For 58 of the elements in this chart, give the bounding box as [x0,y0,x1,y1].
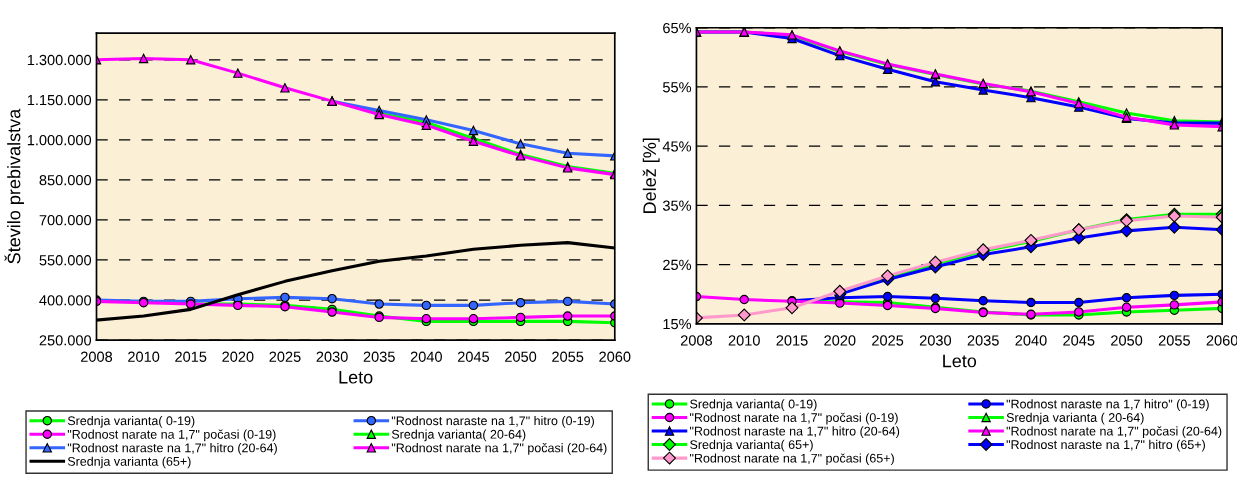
x-tick-label: 2020 [222,351,254,362]
x-tick-label: 2030 [316,351,348,362]
y-tick-label: 700.000 [39,215,92,226]
legend-label: Srednja varianta( 20-64) [391,429,526,442]
x-tick-label: 2050 [505,351,537,362]
legend-label: "Rodnost narate na 1,7" počasi (0-19) [690,412,898,425]
legend-label: "Rodnost naraste na 1,7" hitro (20-64) [67,443,277,455]
legend-label: Srednja varianta ( 20-64) [1006,412,1144,425]
y-tick-label: 1.300.000 [27,54,92,66]
x-tick-label: 2060 [1206,335,1237,346]
y-tick-label: 45% [662,141,692,152]
legend-label: "Rodnost narate na 1,7" počasi (20-64) [1006,426,1222,438]
y-tick-label: 25% [663,259,692,271]
x-tick-label: 2045 [1063,335,1095,346]
x-tick-label: 2015 [175,351,207,362]
x-tick-label: 2045 [457,351,490,362]
legend-label: "Rodnost narate na 1,7" počasi (20-64) [391,443,607,455]
x-tick-label: 2010 [128,351,160,362]
y-tick-label: 55% [662,82,692,93]
x-tick-label: 2008 [680,335,713,346]
y-tick-label: 35% [662,200,692,211]
x-tick-label: 2015 [776,335,808,346]
y-tick-label: 1.000.000 [27,134,92,146]
legend-label: Srednja varianta (65+) [67,456,191,469]
x-tick-label: 2055 [1158,335,1190,346]
y-tick-label: 1.150.000 [27,94,92,106]
y-tick-label: 65% [663,22,692,34]
legend-label: "Rodnost narate na 1,7" počasi (65+) [690,453,894,466]
x-tick-label: 2035 [967,335,999,346]
x-tick-label: 2025 [269,351,301,362]
y-tick-label: 400.000 [39,295,92,306]
y-tick-label: 550.000 [39,255,92,266]
x-tick-label: 2035 [363,351,395,362]
x-tick-label: 2030 [919,335,952,346]
legend-label: Srednja varianta( 65+) [690,439,813,452]
x-tick-label: 2040 [410,351,442,362]
x-tick-label: 2055 [552,351,584,362]
legend-label: Srednja varianta( 0-19) [67,416,195,428]
y-axis-title: Delež [%] [642,138,660,213]
y-tick-label: 250.000 [39,335,92,346]
y-axis-title: Število prebivalstva [4,108,24,264]
y-tick-label: 15% [663,318,692,330]
x-tick-label: 2025 [872,335,904,346]
x-tick-label: 2010 [728,335,760,346]
legend-label: "Rodnost naraste na 1,7" hitro (20-64) [690,426,900,438]
x-tick-label: 2040 [1015,335,1047,346]
legend-label: "Rodnost narate na 1,7" počasi (0-19) [67,429,276,442]
x-axis-title: Leto [943,354,977,368]
x-tick-label: 2060 [599,351,631,362]
x-tick-label: 2050 [1111,335,1143,346]
legend-label: Srednja varianta( 0-19) [690,399,817,411]
y-tick-label: 850.000 [39,175,92,186]
legend-label: "Rodnost naraste na 1,7" hitro (0-19) [391,416,594,428]
legend-label: "Rodnost naraste na 1,7" hitro (65+) [1006,439,1205,452]
x-tick-label: 2020 [824,335,856,346]
x-tick-label: 2008 [81,351,113,362]
x-axis-title: Leto [339,371,373,384]
legend-label: "Rodnost naraste na 1,7 hitro" (0-19) [1006,399,1209,411]
